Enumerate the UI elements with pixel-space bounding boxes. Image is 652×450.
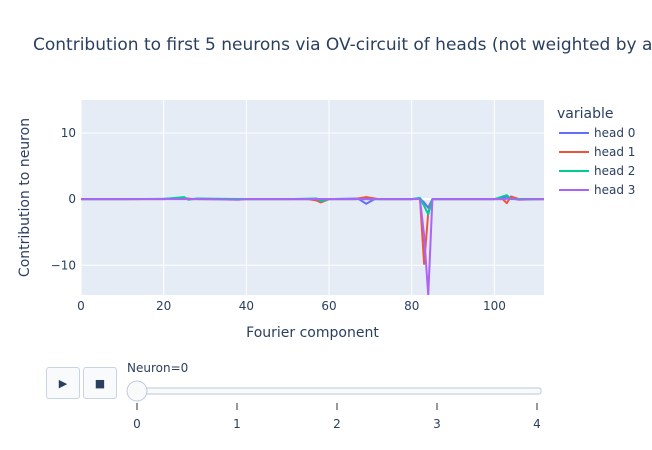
slider-step-label: 4 [533, 417, 541, 431]
y-tick-label: 10 [61, 126, 76, 140]
y-tick-label: −10 [51, 258, 76, 272]
play-button[interactable]: ▶ [46, 367, 80, 399]
slider-current-label: Neuron=0 [127, 361, 188, 375]
x-tick-label: 100 [483, 299, 506, 313]
slider-step-label: 1 [233, 417, 241, 431]
y-tick-label: 0 [68, 192, 76, 206]
x-tick-label: 40 [239, 299, 254, 313]
slider-step-label: 2 [333, 417, 341, 431]
stop-icon: ■ [94, 376, 106, 390]
slider-step-label: 0 [133, 417, 141, 431]
x-axis-title: Fourier component [246, 325, 379, 341]
stop-button[interactable]: ■ [83, 367, 117, 399]
play-icon: ▶ [58, 376, 68, 390]
legend-title: variable [557, 106, 613, 122]
y-axis-title: Contribution to neuron [17, 118, 33, 277]
plot-area [81, 100, 544, 295]
legend-label: head 1 [594, 145, 635, 159]
series-line-head-3 [81, 197, 544, 295]
x-tick-label: 0 [77, 299, 85, 313]
legend-label: head 3 [594, 183, 635, 197]
x-tick-label: 20 [156, 299, 171, 313]
legend-label: head 2 [594, 164, 635, 178]
slider-handle[interactable] [126, 380, 148, 402]
chart-title: Contribution to first 5 neurons via OV-c… [33, 35, 652, 55]
x-tick-label: 60 [321, 299, 336, 313]
slider-step-label: 3 [433, 417, 441, 431]
slider-rail[interactable] [132, 387, 542, 395]
x-tick-label: 80 [404, 299, 419, 313]
legend-label: head 0 [594, 126, 635, 140]
series-group [81, 194, 544, 295]
